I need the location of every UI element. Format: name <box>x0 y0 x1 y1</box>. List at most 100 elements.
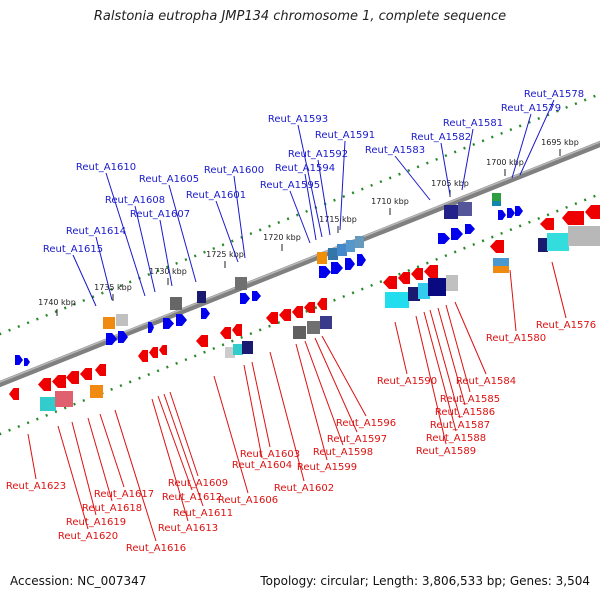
reverse-gene-box <box>446 275 458 291</box>
reverse-gene-box <box>428 278 446 296</box>
forward-label-leader <box>233 175 246 259</box>
reverse-gene-label: Reut_A1611 <box>173 508 233 519</box>
reverse-gene-box <box>293 326 306 339</box>
reverse-gene-label: Reut_A1589 <box>416 446 476 457</box>
reverse-gene-label: Reut_A1598 <box>313 447 373 458</box>
map-title: Ralstonia eutropha JMP134 chromosome 1, … <box>93 9 507 24</box>
forward-gene-box <box>444 205 458 219</box>
forward-gene-label: Reut_A1591 <box>315 130 375 141</box>
forward-gene-arrow <box>357 254 366 266</box>
reverse-label-leader <box>321 335 367 417</box>
reverse-label-leader <box>304 340 344 446</box>
forward-gene-label: Reut_A1581 <box>443 118 503 129</box>
reverse-gene-label: Reut_A1603 <box>240 449 300 460</box>
reverse-label-leader <box>157 395 193 491</box>
reverse-label-leader <box>251 361 271 448</box>
forward-gene-label: Reut_A1592 <box>288 149 348 160</box>
forward-label-leader <box>168 184 197 283</box>
forward-label-leader <box>317 159 331 236</box>
forward-gene-label: Reut_A1595 <box>260 180 320 191</box>
forward-gene-box <box>458 202 472 216</box>
reverse-gene-label: Reut_A1613 <box>158 523 218 534</box>
forward-gene-arrow <box>498 210 506 220</box>
forward-label-leader <box>215 200 239 263</box>
forward-label-leader <box>95 236 113 301</box>
forward-label-leader <box>72 254 97 307</box>
reverse-gene-label: Reut_A1576 <box>536 320 596 331</box>
reverse-label-leader <box>551 261 567 319</box>
reverse-gene-arrow <box>196 335 208 347</box>
reverse-label-leader <box>454 301 487 375</box>
forward-gene-arrow <box>451 228 463 240</box>
forward-gene-arrow <box>176 314 187 326</box>
reverse-label-leader <box>213 375 249 494</box>
reverse-gene-label: Reut_A1584 <box>456 376 516 387</box>
forward-gene-box <box>355 236 364 248</box>
forward-gene-arrow <box>148 322 154 333</box>
reverse-gene-arrow <box>398 272 410 284</box>
reverse-gene-box <box>320 316 332 329</box>
forward-label-leader <box>304 173 317 241</box>
ruler-label: 1720 kbp <box>263 233 301 242</box>
reverse-gene-label: Reut_A1585 <box>440 394 500 405</box>
forward-label-leader <box>297 124 323 238</box>
ruler-label: 1735 kbp <box>94 283 132 292</box>
reverse-label-leader <box>114 409 157 542</box>
reverse-label-leader <box>71 421 97 516</box>
forward-gene-box <box>328 248 338 260</box>
reverse-gene-label: Reut_A1599 <box>297 462 357 473</box>
forward-label-leader <box>289 190 311 244</box>
reverse-gene-label: Reut_A1616 <box>126 543 186 554</box>
forward-gene-arrow <box>118 331 128 343</box>
reverse-gene-arrow <box>562 211 584 225</box>
reverse-gene-label: Reut_A1588 <box>426 433 486 444</box>
forward-gene-arrow <box>106 333 117 345</box>
reverse-gene-label: Reut_A1623 <box>6 481 66 492</box>
forward-gene-label: Reut_A1614 <box>66 226 126 237</box>
reverse-gene-arrow <box>411 268 423 280</box>
forward-gene-label: Reut_A1601 <box>186 190 246 201</box>
reverse-gene-box <box>493 266 509 273</box>
forward-gene-label: Reut_A1615 <box>43 244 103 255</box>
reverse-gene-arrow <box>540 218 554 230</box>
forward-gene-arrow <box>252 291 261 301</box>
reverse-gene-label: Reut_A1618 <box>82 503 142 514</box>
forward-label-leader <box>105 172 146 297</box>
reverse-gene-label: Reut_A1606 <box>218 495 278 506</box>
forward-gene-label: Reut_A1583 <box>365 145 425 156</box>
forward-gene-box <box>197 291 206 303</box>
ruler-label: 1740 kbp <box>38 298 76 307</box>
ruler-label: 1730 kbp <box>149 267 187 276</box>
reverse-gene-arrow <box>292 306 303 318</box>
forward-gene-arrow <box>438 233 450 244</box>
reverse-gene-box <box>55 391 73 407</box>
ruler-label: 1710 kbp <box>371 197 409 206</box>
forward-gene-label: Reut_A1579 <box>501 103 561 114</box>
forward-label-leader <box>511 113 532 179</box>
reverse-gene-label: Reut_A1619 <box>66 517 126 528</box>
forward-gene-label: Reut_A1578 <box>524 89 584 100</box>
reverse-gene-arrow <box>279 309 291 321</box>
reverse-label-leader <box>163 393 204 507</box>
forward-label-leader <box>394 155 431 201</box>
reverse-gene-label: Reut_A1596 <box>336 418 396 429</box>
reverse-label-leader <box>151 398 189 522</box>
forward-gene-label: Reut_A1594 <box>275 163 335 174</box>
forward-label-leader <box>134 205 156 293</box>
accession-text: Accession: NC_007347 <box>10 574 147 588</box>
reverse-gene-label: Reut_A1586 <box>435 407 495 418</box>
reverse-gene-box <box>385 292 409 308</box>
reverse-label-leader <box>87 417 113 502</box>
reverse-gene-arrow <box>317 298 327 310</box>
reverse-gene-arrow <box>266 312 278 324</box>
reverse-label-leader <box>509 269 517 332</box>
forward-gene-arrow <box>319 266 331 278</box>
reverse-label-leader <box>445 304 471 393</box>
forward-gene-label: Reut_A1610 <box>76 162 136 173</box>
forward-gene-arrow <box>515 206 523 216</box>
reverse-gene-box <box>225 347 235 358</box>
reverse-gene-label: Reut_A1590 <box>377 376 437 387</box>
reverse-label-leader <box>394 321 408 375</box>
